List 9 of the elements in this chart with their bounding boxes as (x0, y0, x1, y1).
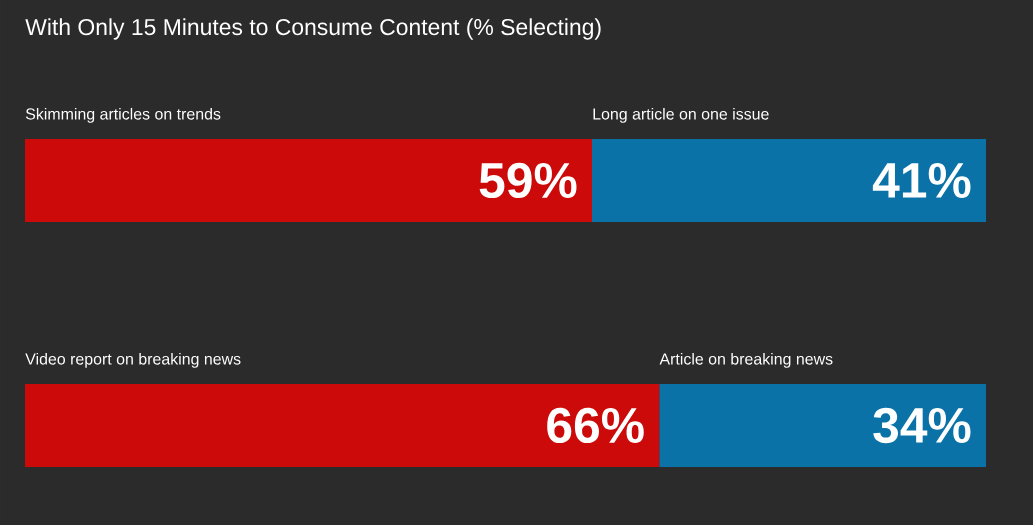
data-label: 66% (547, 407, 644, 444)
data-label: 34% (873, 407, 971, 444)
series-label: Article on breaking news (659, 352, 833, 368)
data-label: 41% (872, 162, 971, 199)
data-label: 59% (479, 162, 577, 199)
series-label: Skimming articles on trends (25, 107, 221, 123)
series-label: Long article on one issue (593, 107, 769, 123)
series-label: Video report on breaking news (25, 352, 241, 368)
chart-title: With Only 15 Minutes to Consume Content (% Selecting) (25, 18, 601, 40)
